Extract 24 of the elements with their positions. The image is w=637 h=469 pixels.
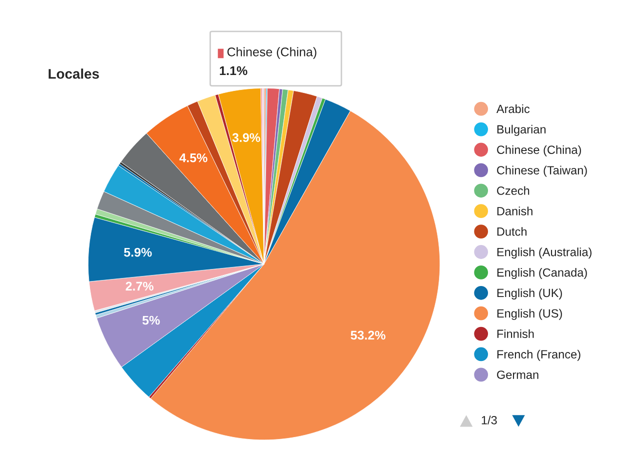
data-label: 53.2% <box>350 330 386 340</box>
legend-label: Arabic <box>496 104 530 114</box>
text: Chinese (China) <box>227 47 316 59</box>
data-label: 2.7% <box>126 282 154 291</box>
legend-label: Chinese (Taiwan) <box>497 166 587 177</box>
legend-label: Danish <box>497 206 532 216</box>
data-label: 5% <box>142 316 160 325</box>
legend-label: English (UK) <box>497 288 562 300</box>
data-label: 5.9% <box>124 248 152 257</box>
legend-label: English (Australia) <box>497 248 592 259</box>
legend-label: Finnish <box>497 329 534 338</box>
text: 1/3 <box>482 416 497 424</box>
legend-label: Dutch <box>497 227 526 236</box>
text: 1.1% <box>220 66 248 76</box>
legend-label: French (France) <box>497 350 580 361</box>
legend-label: Chinese (China) <box>497 145 581 156</box>
chart-title: Locales <box>48 68 99 79</box>
legend-label: Bulgarian <box>497 124 546 136</box>
data-label: 4.5% <box>179 153 208 162</box>
legend-label: English (Canada) <box>497 268 587 280</box>
data-label: 3.9% <box>232 133 260 142</box>
legend-label: German <box>497 370 538 379</box>
legend-label: English (US) <box>497 308 562 320</box>
legend-label: Czech <box>497 186 530 195</box>
